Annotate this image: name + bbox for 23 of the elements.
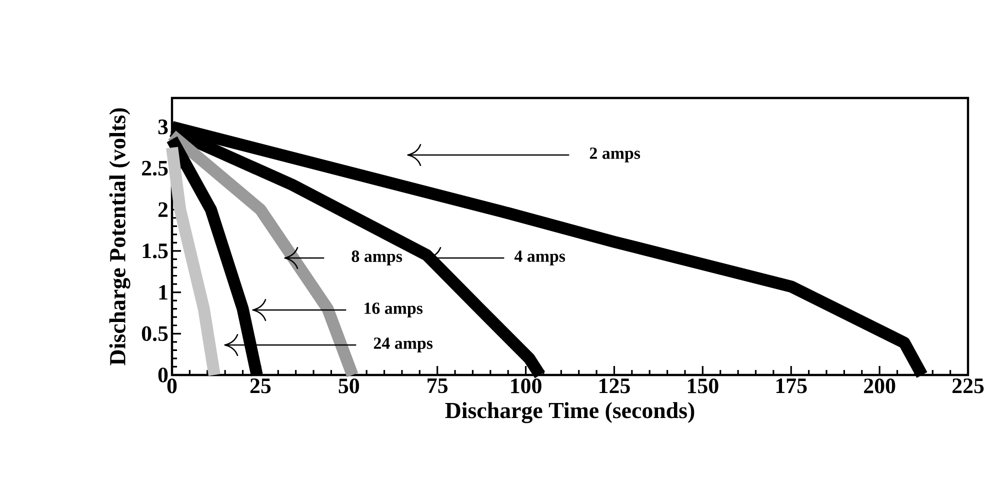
y-tick-label: 1.5 xyxy=(142,244,168,258)
annotation: 8 amps xyxy=(352,250,402,266)
y-tick-label: 0 xyxy=(158,368,168,382)
x-tick-label: 100 xyxy=(511,378,542,394)
annotation: 24 amps xyxy=(374,338,433,352)
y-tick-label: 2.5 xyxy=(142,160,168,176)
annotation: 4 amps xyxy=(514,250,566,266)
y-tick-label: 2 xyxy=(158,202,168,217)
x-tick-label: 125 xyxy=(600,378,630,394)
y-tick-label: 1 xyxy=(159,285,168,300)
x-tick-label: 25 xyxy=(250,378,271,394)
y-tick-label: 3 xyxy=(158,120,168,134)
annotation: 2 amps xyxy=(590,148,640,162)
x-tick-label: 50 xyxy=(338,378,360,394)
x-tick-label: 175 xyxy=(776,378,807,394)
y-tick-label: 0.5 xyxy=(142,326,168,342)
x-tick-label: 225 xyxy=(952,378,984,394)
x-tick-label: 150 xyxy=(688,378,718,394)
annotation: 16 amps xyxy=(364,302,423,318)
x-axis-title: Discharge Time (seconds) xyxy=(445,402,694,424)
y-axis-title: Discharge Potential (volts) xyxy=(109,108,130,366)
x-tick-label: 75 xyxy=(428,378,448,394)
x-tick-label: 200 xyxy=(864,378,896,394)
